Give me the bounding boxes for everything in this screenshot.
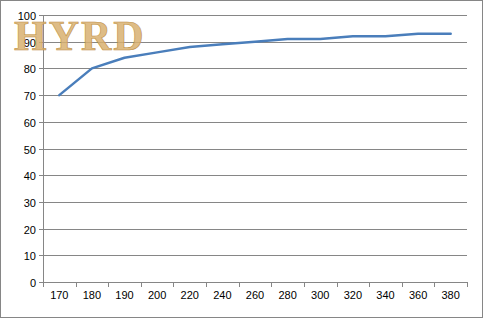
x-tick <box>304 282 305 287</box>
y-tick <box>39 95 43 96</box>
x-tick-label: 180 <box>83 289 101 301</box>
chart-border <box>1 1 483 318</box>
y-tick <box>39 175 43 176</box>
grid-line <box>43 95 467 96</box>
x-tick <box>434 282 435 287</box>
x-tick-label: 380 <box>442 289 460 301</box>
plot-group <box>59 34 450 95</box>
x-tick <box>467 282 468 287</box>
x-tick-label: 360 <box>409 289 427 301</box>
x-tick <box>402 282 403 287</box>
y-tick-label: 20 <box>24 224 36 236</box>
y-tick-label: 30 <box>24 197 36 209</box>
y-tick-label: 60 <box>24 117 36 129</box>
y-tick <box>39 202 43 203</box>
x-tick <box>76 282 77 287</box>
grid-line <box>43 68 467 69</box>
y-tick-label: 40 <box>24 170 36 182</box>
watermark: HYRD <box>14 13 146 59</box>
grid-line <box>43 229 467 230</box>
x-tick <box>206 282 207 287</box>
grid-line <box>43 175 467 176</box>
grid-line <box>43 255 467 256</box>
y-tick <box>39 282 43 283</box>
x-tick-label: 170 <box>50 289 68 301</box>
y-tick-label: 50 <box>24 144 36 156</box>
x-tick-label: 340 <box>376 289 394 301</box>
x-tick-label: 240 <box>213 289 231 301</box>
y-tick-label: 70 <box>24 90 36 102</box>
x-tick <box>337 282 338 287</box>
x-tick-label: 320 <box>344 289 362 301</box>
chart-svg: 0102030405060708090100170180190200220240… <box>0 0 483 318</box>
grid-line <box>43 149 467 150</box>
data-line <box>59 34 450 95</box>
y-tick <box>39 255 43 256</box>
y-tick <box>39 229 43 230</box>
y-tick <box>39 68 43 69</box>
x-tick-label: 190 <box>115 289 133 301</box>
chart-container: 0102030405060708090100170180190200220240… <box>0 0 483 318</box>
y-tick-label: 80 <box>24 63 36 75</box>
x-tick <box>369 282 370 287</box>
x-tick-label: 220 <box>181 289 199 301</box>
x-tick <box>141 282 142 287</box>
grid-line <box>43 202 467 203</box>
x-tick-label: 200 <box>148 289 166 301</box>
x-tick <box>43 282 44 287</box>
x-tick <box>108 282 109 287</box>
grid-line <box>43 122 467 123</box>
x-tick <box>173 282 174 287</box>
x-tick-label: 280 <box>278 289 296 301</box>
x-tick-label: 260 <box>246 289 264 301</box>
grid-line <box>43 282 467 283</box>
y-tick-label: 10 <box>24 250 36 262</box>
x-tick <box>271 282 272 287</box>
y-tick <box>39 122 43 123</box>
x-axis <box>43 282 467 283</box>
x-tick-label: 300 <box>311 289 329 301</box>
x-tick <box>239 282 240 287</box>
y-tick-label: 0 <box>30 277 36 289</box>
y-tick <box>39 149 43 150</box>
